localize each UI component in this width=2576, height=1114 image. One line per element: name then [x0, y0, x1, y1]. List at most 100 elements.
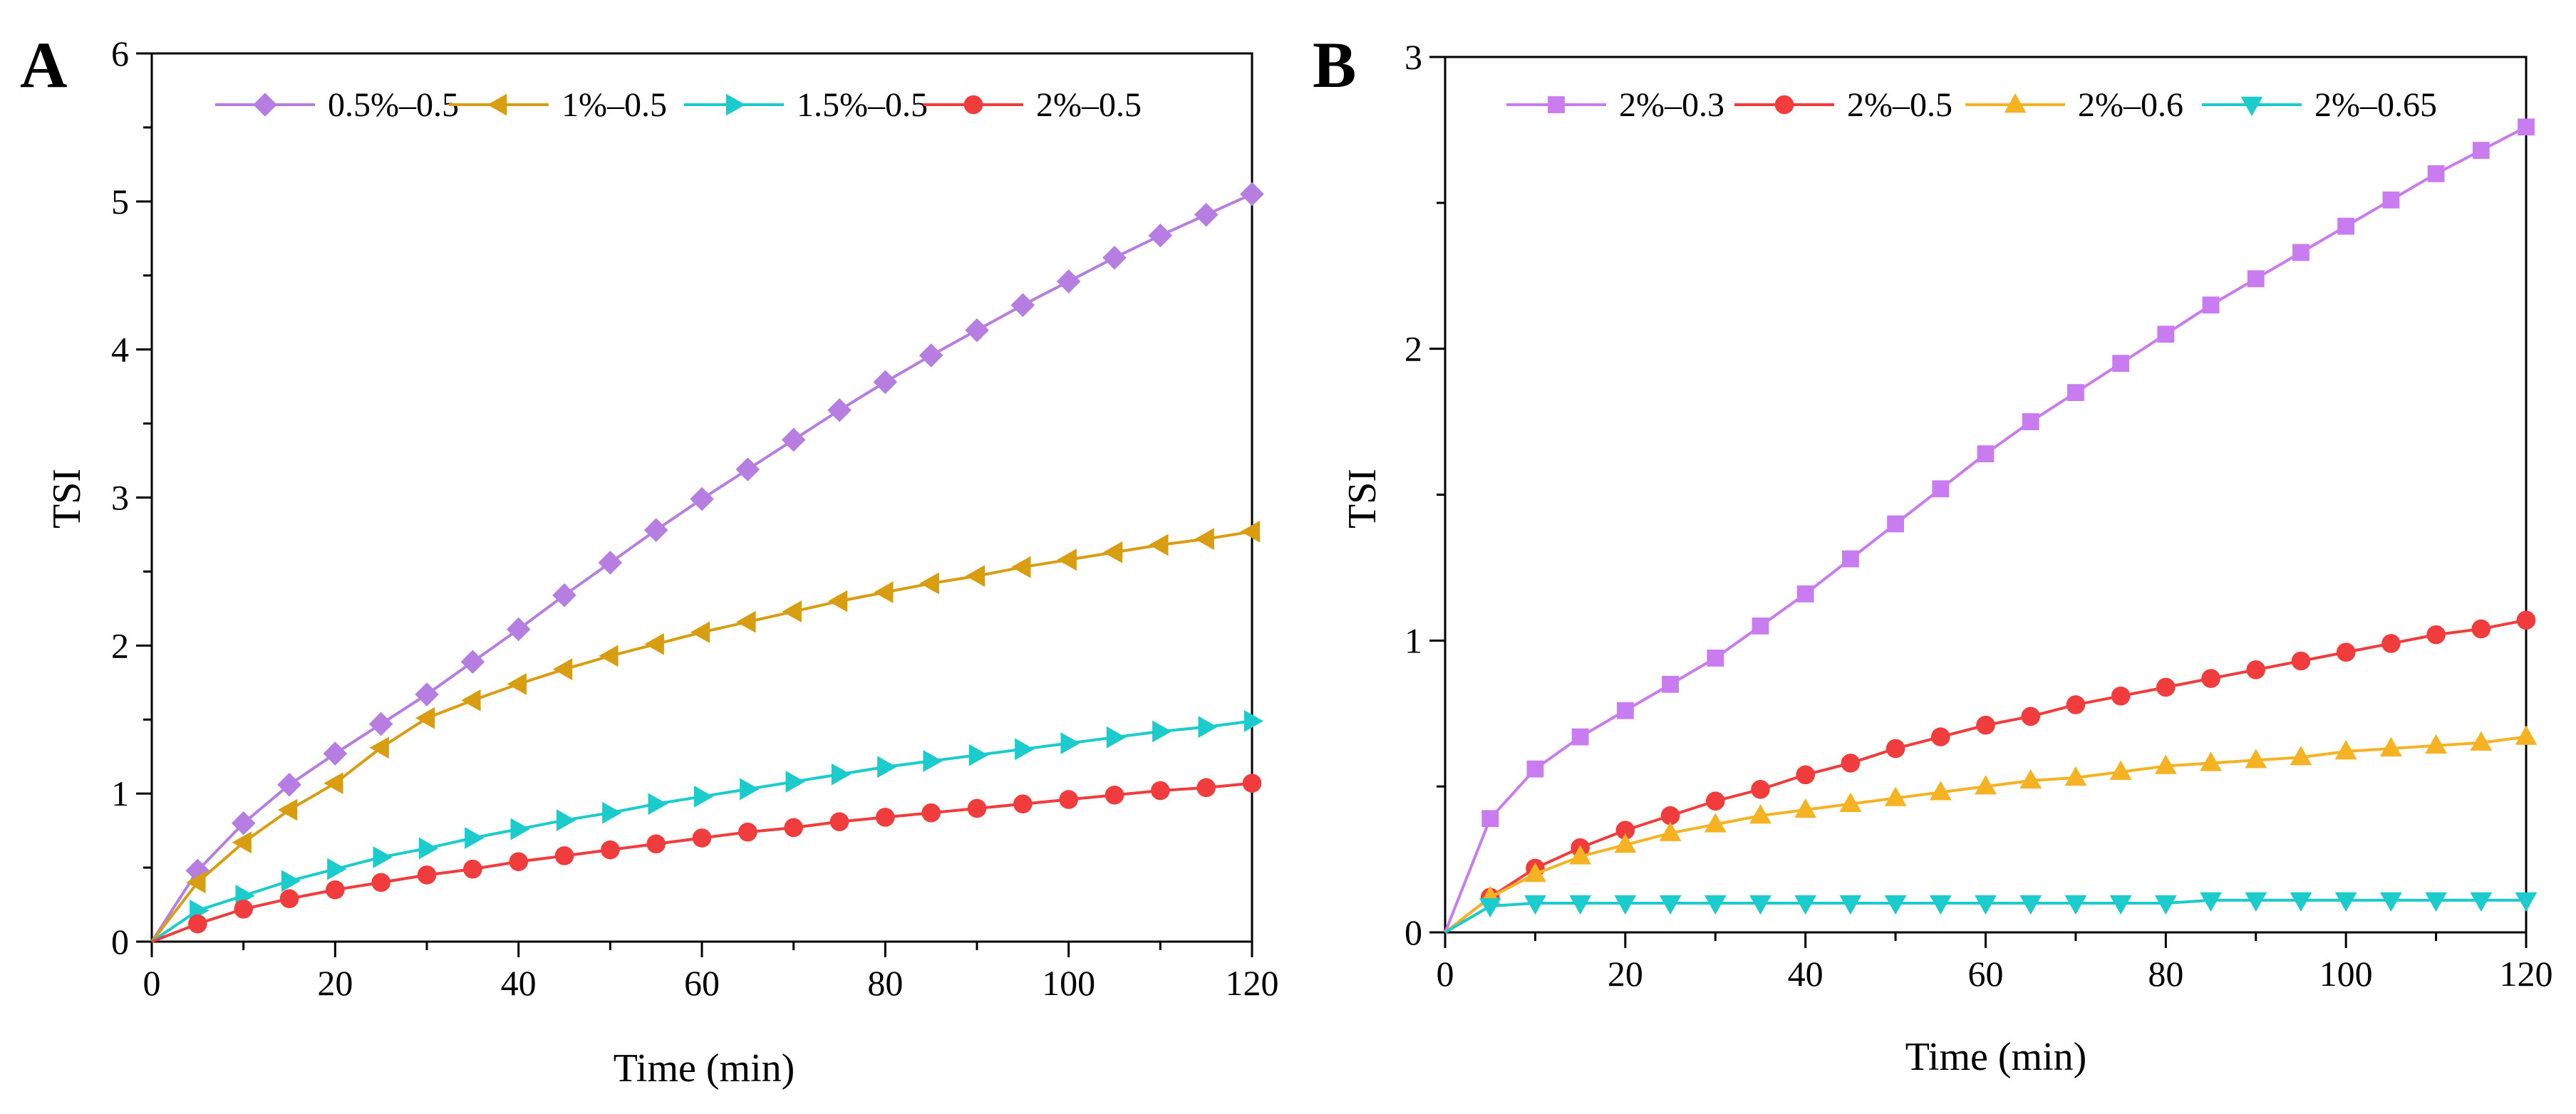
data-point: [1148, 223, 1173, 248]
data-point: [2470, 892, 2493, 912]
y-tick-label: 1: [1405, 620, 1422, 660]
data-point: [556, 809, 576, 831]
data-point: [232, 831, 252, 854]
data-point: [324, 772, 343, 795]
data-point: [1839, 895, 1862, 915]
data-point: [1198, 716, 1218, 739]
data-point: [693, 785, 714, 808]
chart-panel-a: A Time (min) TSI 0 20 40 60 80 100 120 0 1 2 3 4 5 6 0…: [20, 28, 1279, 1090]
data-point: [417, 865, 437, 885]
data-point: [1841, 754, 1861, 773]
data-point: [465, 827, 485, 849]
series-2%–0.5: [151, 774, 1262, 943]
data-point: [1240, 182, 1264, 207]
data-point: [510, 818, 530, 840]
data-point: [919, 572, 939, 595]
data-point: [2064, 895, 2087, 915]
data-point: [827, 398, 852, 422]
data-point: [643, 518, 668, 543]
y-tick-label: 2: [1405, 329, 1422, 369]
data-point: [2247, 270, 2265, 288]
y-tick-label: 0: [111, 922, 129, 962]
data-point: [1056, 269, 1081, 293]
legend-marker: [963, 95, 983, 115]
data-point: [2337, 217, 2355, 235]
data-point: [919, 343, 943, 368]
legend-label: 1%–0.5: [562, 86, 667, 124]
data-point: [2246, 660, 2266, 680]
series-1.5%–0.5: [150, 709, 1264, 943]
data-point: [2109, 760, 2132, 780]
data-point: [2379, 736, 2402, 757]
data-point: [2019, 769, 2042, 789]
data-point: [463, 859, 482, 879]
data-point: [2470, 731, 2493, 751]
data-point: [1240, 520, 1261, 543]
data-point: [1841, 550, 1859, 568]
x-axis-title: Time (min): [1905, 1035, 2087, 1079]
data-point: [2379, 892, 2402, 912]
data-point: [740, 778, 760, 801]
data-point: [415, 682, 439, 707]
data-point: [876, 808, 895, 827]
data-point: [648, 793, 668, 816]
y-tick-label: 2: [111, 625, 129, 665]
data-point: [1704, 895, 1727, 915]
legend-label: 0.5%–0.5: [328, 86, 459, 124]
data-point: [1929, 781, 1952, 801]
panel-label-a: A: [20, 28, 67, 101]
data-point: [552, 583, 576, 608]
data-point: [2200, 892, 2222, 912]
x-tick-label: 100: [2319, 954, 2373, 994]
data-point: [2064, 766, 2087, 786]
data-point: [921, 803, 941, 823]
data-point: [2200, 751, 2222, 771]
data-point: [1481, 810, 1499, 828]
data-point: [2471, 619, 2491, 639]
x-tick-label: 60: [684, 963, 720, 1003]
data-point: [373, 846, 393, 868]
data-point: [1705, 791, 1725, 811]
data-point: [692, 828, 712, 848]
legend: 0.5%–0.5 1%–0.5 1.5%–0.5 2%–0.5: [215, 86, 1142, 124]
data-point: [736, 610, 756, 633]
data-point: [1662, 675, 1679, 693]
data-point: [371, 873, 390, 892]
data-point: [2157, 326, 2175, 343]
data-point: [1616, 702, 1634, 719]
data-point: [1194, 202, 1219, 227]
y-axis-title: TSI: [1340, 469, 1385, 529]
data-point: [2156, 677, 2176, 697]
data-point: [785, 771, 805, 793]
data-point: [1015, 738, 1035, 761]
data-point: [369, 736, 389, 759]
data-point: [690, 621, 710, 644]
legend-marker: [2240, 96, 2263, 117]
series-line: [151, 781, 1253, 943]
data-point: [1794, 798, 1817, 818]
series-2%–0.3: [1444, 118, 2535, 933]
data-point: [1060, 732, 1080, 754]
series-2%–0.5: [1444, 610, 2536, 934]
data-point: [1242, 774, 1262, 793]
data-point: [923, 750, 943, 772]
data-point: [1930, 727, 1950, 746]
data-point: [2019, 895, 2042, 915]
data-point: [1614, 833, 1637, 853]
data-point: [2518, 118, 2535, 136]
data-point: [738, 822, 757, 842]
data-point: [1010, 293, 1035, 318]
y-axis-title: TSI: [45, 469, 89, 529]
data-point: [2382, 191, 2400, 209]
data-point: [507, 672, 527, 695]
data-point: [1106, 726, 1127, 749]
data-point: [2154, 895, 2177, 915]
legend-label: 1.5%–0.5: [797, 86, 928, 124]
data-point: [2202, 296, 2220, 314]
data-point: [2516, 610, 2536, 630]
data-point: [601, 840, 620, 860]
data-point: [1977, 445, 1995, 463]
y-tick-label: 6: [111, 33, 129, 73]
data-point: [646, 834, 666, 854]
data-point: [1796, 765, 1815, 785]
